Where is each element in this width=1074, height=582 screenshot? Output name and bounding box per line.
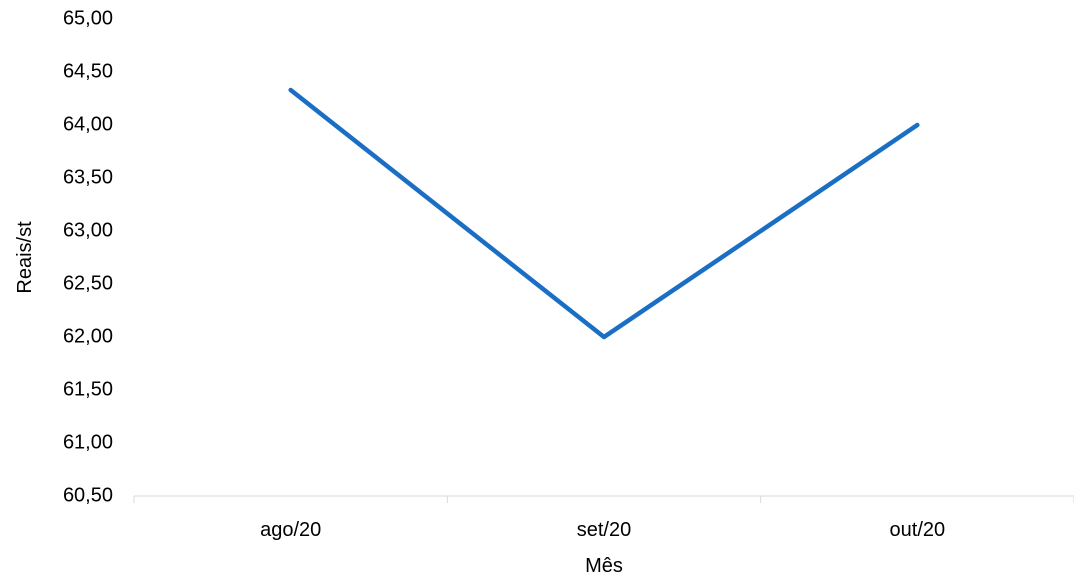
y-tick-label: 62,00 <box>63 325 113 347</box>
y-tick-label: 62,50 <box>63 272 113 294</box>
y-tick-label: 65,00 <box>63 7 113 29</box>
y-tick-label: 64,50 <box>63 60 113 82</box>
y-tick-label: 63,50 <box>63 166 113 188</box>
x-axis-tick-labels: ago/20 set/20 out/20 <box>260 519 945 541</box>
y-tick-label: 61,50 <box>63 378 113 400</box>
x-axis-title: Mês <box>585 555 623 577</box>
series-group <box>288 87 920 340</box>
x-tick-label: ago/20 <box>260 519 321 541</box>
y-tick-label: 60,50 <box>63 484 113 506</box>
y-tick-label: 64,00 <box>63 113 113 135</box>
x-tick-label: set/20 <box>577 519 631 541</box>
y-axis-tick-labels: 60,50 61,00 61,50 62,00 62,50 63,00 63,50 64,00… <box>63 7 113 506</box>
y-tick-label: 63,00 <box>63 219 113 241</box>
x-axis-ticks <box>133 496 1074 503</box>
series-line <box>288 87 920 340</box>
x-tick-label: out/20 <box>890 519 946 541</box>
y-tick-label: 61,00 <box>63 431 113 453</box>
y-axis-title: Reais/st <box>14 221 36 294</box>
